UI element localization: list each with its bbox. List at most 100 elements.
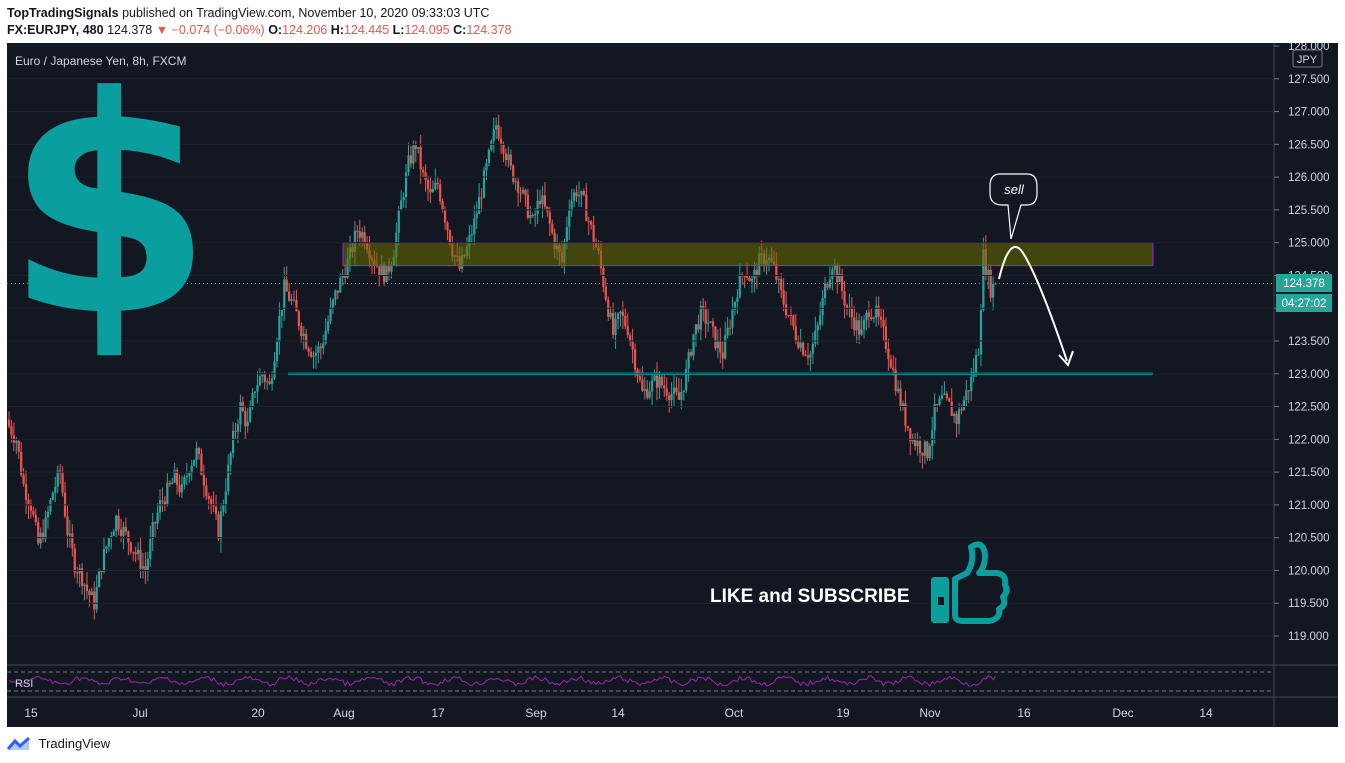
candle-body (916, 441, 919, 447)
candle-body (161, 500, 164, 502)
price-tick-label: 121.500 (1288, 467, 1330, 479)
candle-body (232, 430, 235, 454)
candle-body (921, 453, 924, 456)
chart-header: TopTradingSignals published on TradingVi… (7, 4, 1337, 42)
symbol-label: FX:EURJPY, 480 (7, 23, 104, 37)
candle-body (327, 321, 330, 331)
resistance-zone[interactable] (342, 242, 1154, 267)
time-tick-label: 14 (611, 706, 625, 720)
thumbs-up-icon (931, 541, 1010, 624)
candle-body (404, 172, 408, 198)
candle-body (246, 421, 249, 427)
candle-body (570, 200, 573, 211)
candle-body (200, 453, 203, 476)
candle-body (714, 326, 717, 349)
candle-body (210, 498, 213, 506)
time-tick-label: 20 (251, 706, 265, 720)
candle-body (750, 278, 754, 282)
footer-brand[interactable]: TradingView (38, 736, 111, 752)
candle-body (843, 291, 846, 306)
candle-body (51, 492, 54, 500)
candle-body (317, 346, 320, 353)
candle-body (22, 474, 25, 485)
candle-body (32, 510, 35, 515)
price-chart[interactable]: 119.000 119.500 120.000 120.500 121.000 121.5… (7, 43, 1338, 727)
candle-body (663, 385, 666, 389)
candle-body (960, 409, 963, 411)
candle-body (502, 144, 505, 154)
candle-body (797, 340, 800, 348)
candle-body (648, 391, 651, 398)
price-tick-label: 123.500 (1288, 336, 1330, 348)
candle-body (967, 390, 970, 392)
candle-body (953, 413, 956, 417)
candle-body (329, 307, 332, 322)
candle-body (736, 297, 739, 302)
tradingview-logo-icon[interactable] (7, 736, 31, 751)
candle-body (166, 482, 169, 505)
candle-body (977, 354, 980, 356)
candle-body (819, 315, 822, 326)
low-label: L: (392, 23, 405, 37)
candle-body (300, 326, 303, 337)
candle-body (521, 189, 525, 193)
candle-body (616, 313, 620, 319)
candle-body (536, 200, 539, 215)
price-tick-label: 123.000 (1288, 369, 1330, 381)
time-tick-label: Jul (132, 706, 147, 720)
candle-body (261, 374, 264, 377)
candle-body (512, 165, 515, 182)
price-axis[interactable]: 119.000 119.500 120.000 120.500 121.000 121.5… (7, 43, 1330, 643)
candle-body (629, 335, 632, 342)
candle-body (322, 343, 325, 349)
candle-body (918, 441, 922, 454)
candle-body (110, 536, 113, 538)
candle-body (402, 197, 405, 201)
candle-body (156, 512, 159, 524)
candle-body (551, 223, 554, 233)
candle-body (992, 283, 995, 298)
candle-body (258, 376, 262, 386)
candle-body (704, 309, 707, 324)
candle-body (531, 214, 534, 216)
time-tick-label: 19 (836, 706, 850, 720)
candle-body (229, 453, 232, 465)
candle-body (646, 388, 649, 398)
currency-badge-label: JPY (1297, 54, 1318, 66)
rsi-line (8, 674, 997, 688)
candle-body (519, 192, 522, 194)
candle-body (782, 290, 785, 305)
candle-body (711, 321, 715, 327)
candle-body (139, 549, 142, 569)
candle-body (514, 181, 517, 183)
candle-body (943, 393, 946, 396)
chart-panel[interactable]: 119.000 119.500 120.000 120.500 121.000 121.5… (7, 43, 1338, 727)
price-tick-label: 119.000 (1288, 631, 1329, 643)
publisher-name[interactable]: TopTradingSignals (7, 6, 119, 20)
candle-body (643, 388, 646, 391)
candle-body (687, 352, 690, 369)
candle-body (482, 170, 486, 198)
ohlc-line: FX:EURJPY, 480 124.378 ▼ −0.074 (−0.06%)… (7, 23, 512, 37)
candle-body (699, 305, 702, 330)
candle-body (436, 182, 439, 185)
candle-body (319, 346, 322, 349)
candle-body (987, 269, 990, 276)
candle-body (468, 235, 471, 247)
candle-body (390, 264, 393, 272)
sell-callout: sell (989, 173, 1038, 240)
candle-body (828, 279, 832, 288)
candle-body (738, 274, 741, 298)
candle-body (251, 392, 254, 407)
candle-body (804, 354, 807, 356)
candle-body (816, 325, 819, 331)
time-axis[interactable]: 15 Jul 20 Aug 17 Sep 14 Oct 19 Nov 16 Dec 14 (24, 706, 1213, 720)
currency-badge[interactable] (1292, 49, 1323, 68)
candle-body (207, 496, 210, 499)
candle-body (862, 320, 866, 330)
candle-body (546, 206, 549, 212)
candle-body (609, 312, 612, 317)
candle-body (353, 230, 357, 253)
candle-body (911, 439, 914, 442)
candle-body (312, 355, 315, 357)
